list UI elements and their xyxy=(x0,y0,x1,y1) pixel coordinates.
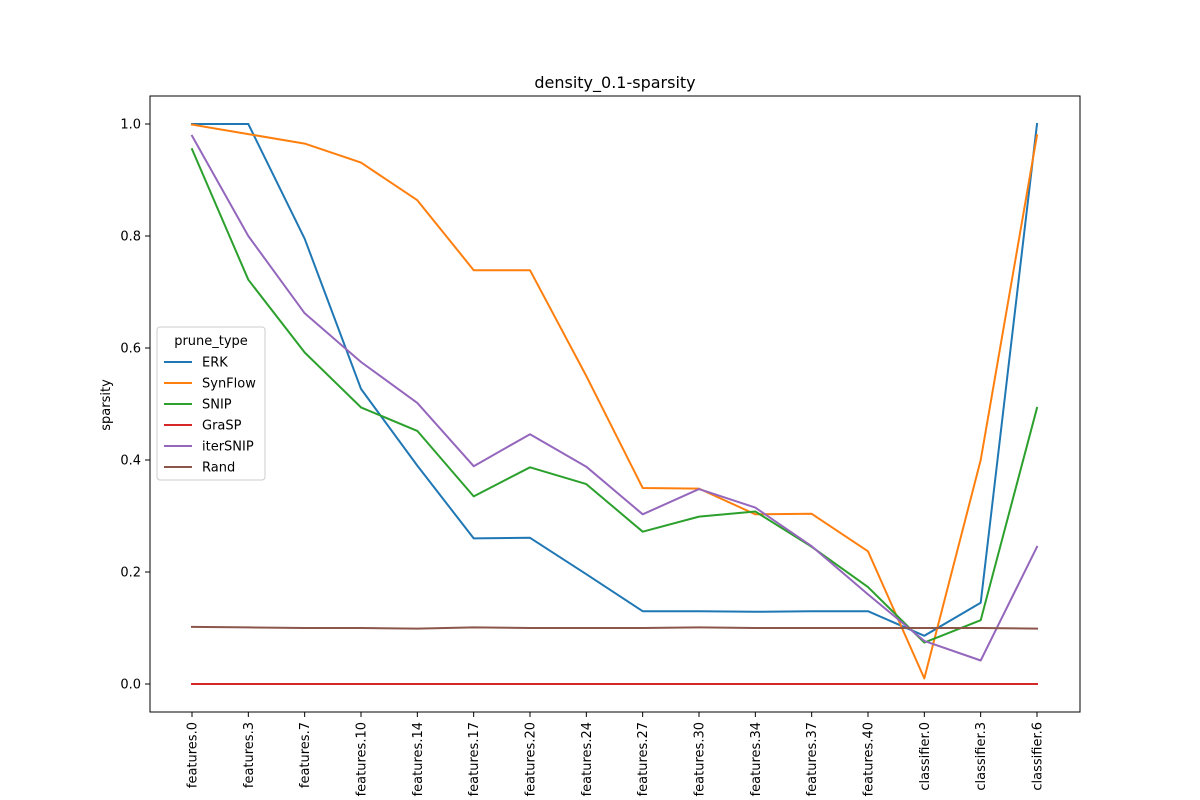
legend-label-grasp: GraSP xyxy=(202,419,242,434)
x-tick-label: features.27 xyxy=(636,722,651,796)
y-tick-label: 0.8 xyxy=(120,230,141,245)
legend-label-rand: Rand xyxy=(202,461,235,476)
y-tick-label: 0.6 xyxy=(120,342,141,357)
series-line-itersnip xyxy=(190,134,1039,662)
series-line-snip xyxy=(190,147,1039,644)
x-tick-label: features.20 xyxy=(524,722,539,796)
legend-label-snip: SNIP xyxy=(202,398,232,413)
legend-label-synflow: SynFlow xyxy=(202,377,256,392)
legend-label-erk: ERK xyxy=(202,356,228,371)
x-tick-label: features.37 xyxy=(805,722,820,796)
x-tick-label: classifier.0 xyxy=(918,722,933,791)
x-tick-label: features.34 xyxy=(749,722,764,796)
x-tick-label: features.30 xyxy=(693,722,708,796)
x-tick-label: features.14 xyxy=(411,722,426,796)
y-tick-label: 0.4 xyxy=(120,454,141,469)
x-axis: features.0 features.3 features.7 features.1… xyxy=(186,712,1046,796)
chart-title: density_0.1-sparsity xyxy=(534,73,695,93)
plot-frame xyxy=(149,95,1081,713)
series-line-erk xyxy=(191,122,1039,637)
y-axis: 0.0 0.2 0.4 0.6 0.8 1.0 xyxy=(120,118,150,693)
x-tick-label: features.17 xyxy=(467,722,482,796)
y-axis-title: sparsity xyxy=(99,379,114,431)
x-tick-label: features.40 xyxy=(862,722,877,796)
x-tick-label: features.3 xyxy=(242,722,257,788)
y-tick-label: 0.2 xyxy=(120,566,141,581)
plot-lines xyxy=(190,122,1039,685)
x-tick-label: features.0 xyxy=(186,722,201,788)
x-tick-label: features.10 xyxy=(355,722,370,796)
legend-box xyxy=(156,326,266,481)
x-tick-label: features.24 xyxy=(580,722,595,796)
legend-label-itersnip: iterSNIP xyxy=(202,440,254,455)
x-tick-label: classifier.3 xyxy=(974,722,989,791)
x-tick-label: features.7 xyxy=(298,722,313,788)
y-tick-label: 0.0 xyxy=(120,678,141,693)
series-line-synflow xyxy=(190,123,1039,680)
series-line-rand xyxy=(190,625,1039,630)
legend-title: prune_type xyxy=(174,334,248,349)
y-tick-label: 1.0 xyxy=(120,118,141,133)
x-tick-label: classifier.6 xyxy=(1031,722,1046,791)
legend: prune_type ERK SynFlow SNIP GraSP iterSNIP Ran… xyxy=(156,326,266,481)
